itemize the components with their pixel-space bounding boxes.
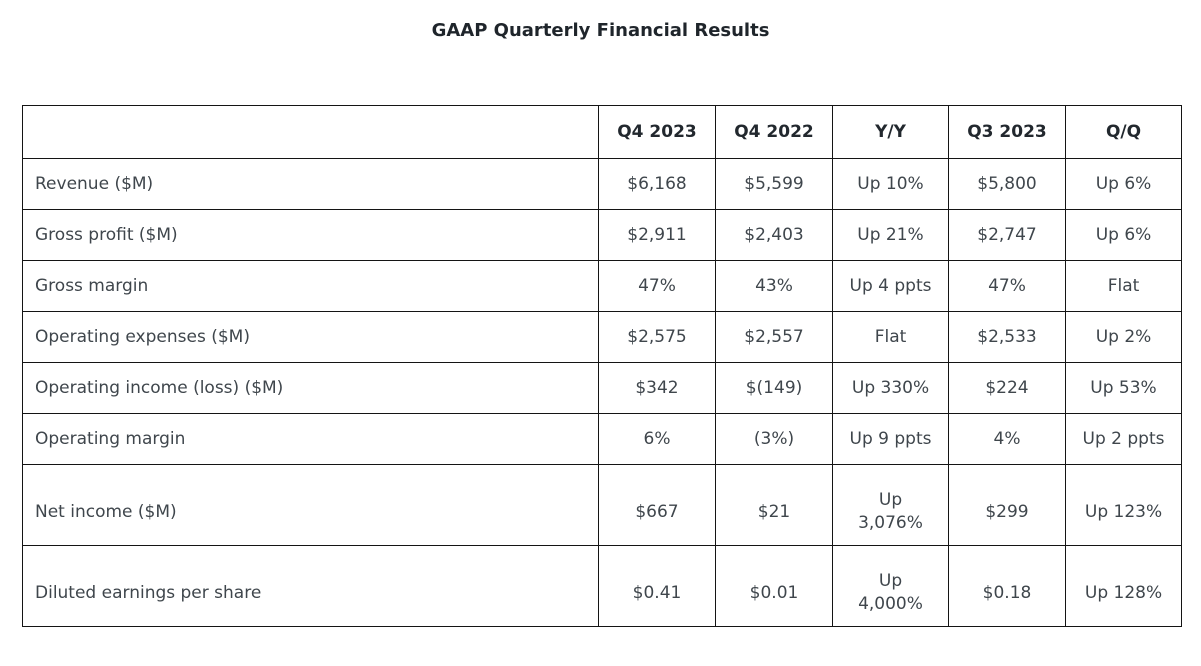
value-cell: $2,403 — [715, 209, 833, 261]
value-cell: Up 4,000% — [832, 545, 949, 627]
value-cell: $2,557 — [715, 311, 833, 363]
value-cell: Up 128% — [1065, 545, 1182, 627]
value-cell: (3%) — [715, 413, 833, 465]
value-cell: Up 10% — [832, 158, 949, 210]
value-cell: $0.18 — [948, 545, 1066, 627]
value-cell: $5,800 — [948, 158, 1066, 210]
value-cell: Up 123% — [1065, 464, 1182, 546]
page: GAAP Quarterly Financial Results Q4 2023… — [0, 20, 1201, 627]
value-cell: $2,533 — [948, 311, 1066, 363]
value-cell: Up 21% — [832, 209, 949, 261]
row-label-revenue: Revenue ($M) — [22, 158, 599, 210]
value-cell: $5,599 — [715, 158, 833, 210]
value-cell: Up 53% — [1065, 362, 1182, 414]
table-row-operating-expenses: Operating expenses ($M) $2,575 $2,557 Fl… — [22, 311, 1182, 363]
row-label-operating-expenses: Operating expenses ($M) — [22, 311, 599, 363]
value-cell: $299 — [948, 464, 1066, 546]
row-label-net-income: Net income ($M) — [22, 464, 599, 546]
financial-results-table: Q4 2023 Q4 2022 Y/Y Q3 2023 Q/Q Revenue … — [22, 105, 1182, 627]
value-cell: Up 2% — [1065, 311, 1182, 363]
value-cell: Up 4 ppts — [832, 260, 949, 312]
value-cell: Up 3,076% — [832, 464, 949, 546]
value-cell: $342 — [598, 362, 716, 414]
value-cell: $2,911 — [598, 209, 716, 261]
row-label-operating-margin: Operating margin — [22, 413, 599, 465]
row-label-gross-profit: Gross profit ($M) — [22, 209, 599, 261]
row-label-operating-income: Operating income (loss) ($M) — [22, 362, 599, 414]
value-cell: 4% — [948, 413, 1066, 465]
value-cell: $(149) — [715, 362, 833, 414]
row-label-gross-margin: Gross margin — [22, 260, 599, 312]
value-cell: Up 9 ppts — [832, 413, 949, 465]
table-row-net-income: Net income ($M) $667 $21 Up 3,076% $299 … — [22, 464, 1182, 546]
value-cell: 47% — [598, 260, 716, 312]
header-row: Q4 2023 Q4 2022 Y/Y Q3 2023 Q/Q — [22, 105, 1182, 159]
value-cell: $224 — [948, 362, 1066, 414]
value-cell: $667 — [598, 464, 716, 546]
value-cell: Flat — [1065, 260, 1182, 312]
table-row-revenue: Revenue ($M) $6,168 $5,599 Up 10% $5,800… — [22, 158, 1182, 210]
header-cell-empty — [22, 105, 599, 159]
value-cell: $6,168 — [598, 158, 716, 210]
value-cell: 6% — [598, 413, 716, 465]
table-row-diluted-eps: Diluted earnings per share $0.41 $0.01 U… — [22, 545, 1182, 627]
value-cell: Up 6% — [1065, 158, 1182, 210]
value-cell: Up 6% — [1065, 209, 1182, 261]
value-cell: $0.01 — [715, 545, 833, 627]
table-row-gross-margin: Gross margin 47% 43% Up 4 ppts 47% Flat — [22, 260, 1182, 312]
row-label-diluted-eps: Diluted earnings per share — [22, 545, 599, 627]
value-cell: Up 2 ppts — [1065, 413, 1182, 465]
header-cell-q4-2022: Q4 2022 — [715, 105, 833, 159]
value-cell: Up 330% — [832, 362, 949, 414]
header-cell-yy: Y/Y — [832, 105, 949, 159]
page-title: GAAP Quarterly Financial Results — [431, 20, 770, 41]
table-row-operating-income: Operating income (loss) ($M) $342 $(149)… — [22, 362, 1182, 414]
value-cell: $0.41 — [598, 545, 716, 627]
value-cell: $2,575 — [598, 311, 716, 363]
table-row-gross-profit: Gross profit ($M) $2,911 $2,403 Up 21% $… — [22, 209, 1182, 261]
value-cell: 47% — [948, 260, 1066, 312]
header-cell-q4-2023: Q4 2023 — [598, 105, 716, 159]
table-row-operating-margin: Operating margin 6% (3%) Up 9 ppts 4% Up… — [22, 413, 1182, 465]
value-cell: Flat — [832, 311, 949, 363]
header-cell-q3-2023: Q3 2023 — [948, 105, 1066, 159]
value-cell: $2,747 — [948, 209, 1066, 261]
value-cell: 43% — [715, 260, 833, 312]
header-cell-qq: Q/Q — [1065, 105, 1182, 159]
value-cell: $21 — [715, 464, 833, 546]
